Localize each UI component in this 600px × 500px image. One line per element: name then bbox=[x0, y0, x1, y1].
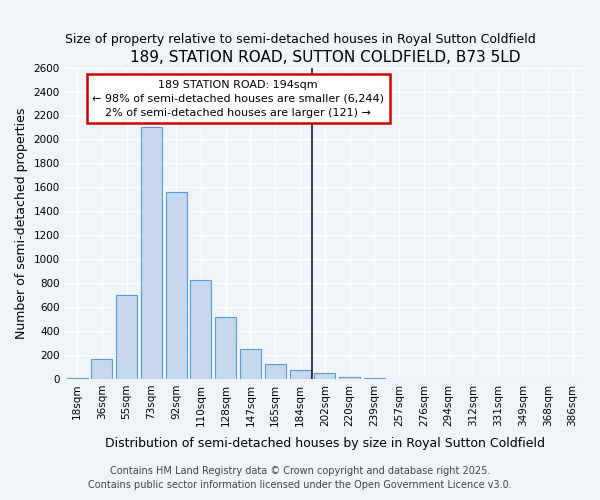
Bar bbox=[290, 370, 311, 379]
Text: Contains HM Land Registry data © Crown copyright and database right 2025.
Contai: Contains HM Land Registry data © Crown c… bbox=[88, 466, 512, 490]
Bar bbox=[67, 378, 88, 379]
Bar bbox=[116, 295, 137, 379]
Bar bbox=[141, 128, 162, 379]
Bar bbox=[91, 358, 112, 379]
Bar bbox=[215, 316, 236, 379]
Bar bbox=[364, 378, 385, 379]
Bar bbox=[190, 280, 211, 379]
Bar bbox=[166, 192, 187, 379]
Bar bbox=[240, 349, 261, 379]
Y-axis label: Number of semi-detached properties: Number of semi-detached properties bbox=[15, 108, 28, 339]
X-axis label: Distribution of semi-detached houses by size in Royal Sutton Coldfield: Distribution of semi-detached houses by … bbox=[105, 437, 545, 450]
Text: 189 STATION ROAD: 194sqm
← 98% of semi-detached houses are smaller (6,244)
2% of: 189 STATION ROAD: 194sqm ← 98% of semi-d… bbox=[92, 80, 384, 118]
Bar bbox=[265, 364, 286, 379]
Bar bbox=[339, 376, 360, 379]
Bar bbox=[314, 373, 335, 379]
Text: Size of property relative to semi-detached houses in Royal Sutton Coldfield: Size of property relative to semi-detach… bbox=[65, 32, 535, 46]
Title: 189, STATION ROAD, SUTTON COLDFIELD, B73 5LD: 189, STATION ROAD, SUTTON COLDFIELD, B73… bbox=[130, 50, 520, 65]
